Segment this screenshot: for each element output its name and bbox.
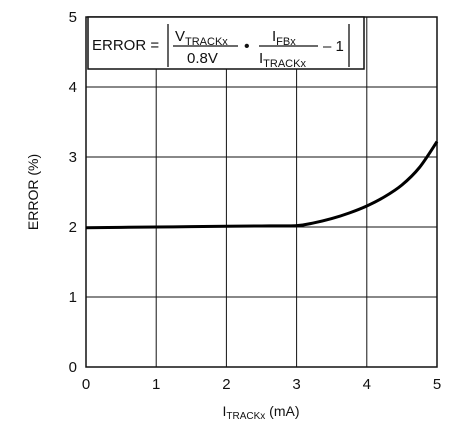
x-tick-label-1: 1 — [152, 376, 160, 393]
x-tick-label-0: 0 — [82, 376, 90, 393]
formula-box — [87, 16, 365, 70]
x-tick-label-2: 2 — [222, 376, 230, 393]
y-axis-title: ERROR (%) — [25, 154, 41, 230]
i-fb-numerator: IFBx — [272, 28, 296, 48]
y-tick-label-1: 1 — [69, 289, 77, 306]
y-tick-label-4: 4 — [69, 79, 77, 96]
x-tick-label-4: 4 — [363, 376, 371, 393]
x-tick-label-3: 3 — [292, 376, 300, 393]
y-tick-label-2: 2 — [69, 219, 77, 236]
x-axis-title: ITRACKx (mA) — [222, 403, 299, 422]
x-tick-label-5: 5 — [433, 376, 441, 393]
y-tick-label-5: 5 — [69, 9, 77, 26]
minus-one: – 1 — [323, 38, 344, 55]
series-layer — [85, 140, 439, 230]
formula-annotation: ERROR = VTRACKx 0.8V • IFBx ITRACKx – 1 — [87, 16, 365, 70]
v-track-denominator: 0.8V — [187, 50, 218, 67]
v-track-numerator: VTRACKx — [175, 28, 228, 48]
multiply-dot: • — [244, 38, 250, 55]
series-line-0 — [85, 140, 439, 230]
y-tick-label-3: 3 — [69, 149, 77, 166]
y-tick-label-0: 0 — [69, 359, 77, 376]
formula-lhs: ERROR = — [92, 37, 159, 54]
i-track-denominator: ITRACKx — [259, 50, 306, 70]
